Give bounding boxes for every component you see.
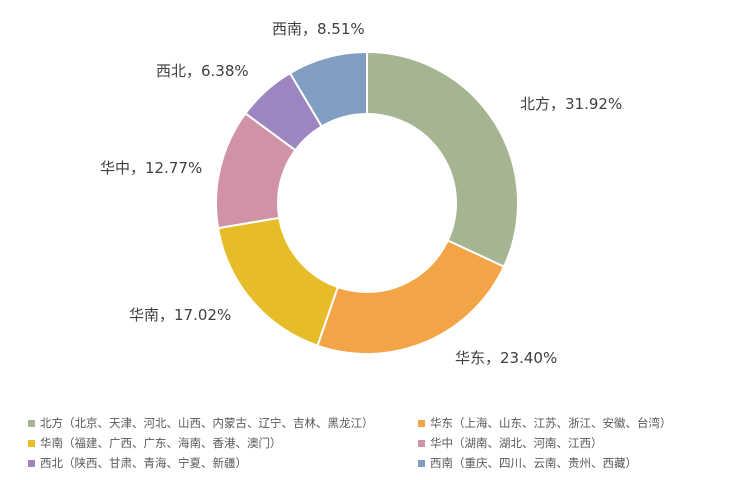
data-label-xibei: 西北，6.38%: [156, 62, 249, 80]
slice-huanan: [216, 216, 340, 347]
data-label-huanan: 华南，17.02%: [129, 306, 231, 324]
legend-swatch-xibei: [28, 460, 35, 467]
data-label-xinan: 西南，8.51%: [272, 20, 365, 38]
slices-layer: [215, 50, 519, 355]
legend-label-huazhong: 华中（湖南、湖北、河南、江西）: [430, 436, 603, 450]
legend-label-xinan: 西南（重庆、四川、云南、贵州、西藏）: [430, 456, 637, 470]
legend: 北方（北京、天津、河北、山西、内蒙古、辽宁、吉林、黑龙江） 华东（上海、山东、江…: [28, 416, 728, 471]
legend-swatch-beifang: [28, 420, 35, 427]
legend-label-huadong: 华东（上海、山东、江苏、浙江、安徽、台湾）: [430, 416, 672, 430]
legend-label-huanan: 华南（福建、广西、广东、海南、香港、澳门）: [40, 436, 282, 450]
legend-item-beifang: 北方（北京、天津、河北、山西、内蒙古、辽宁、吉林、黑龙江）: [28, 416, 408, 431]
legend-swatch-huazhong: [418, 440, 425, 447]
legend-swatch-xinan: [418, 460, 425, 467]
legend-item-huazhong: 华中（湖南、湖北、河南、江西）: [418, 436, 728, 451]
data-label-huadong: 华东，23.40%: [455, 349, 557, 367]
legend-item-xibei: 西北（陕西、甘肃、青海、宁夏、新疆）: [28, 456, 408, 471]
data-label-beifang: 北方，31.92%: [520, 95, 622, 113]
data-labels-layer: 北方，31.92% 华东，23.40% 华南，17.02% 华中，12.77% 西北，6…: [100, 20, 622, 367]
legend-item-huadong: 华东（上海、山东、江苏、浙江、安徽、台湾）: [418, 416, 728, 431]
data-label-huazhong: 华中，12.77%: [100, 159, 202, 177]
legend-label-xibei: 西北（陕西、甘肃、青海、宁夏、新疆）: [40, 456, 247, 470]
slice-xinan: [288, 50, 368, 128]
legend-label-beifang: 北方（北京、天津、河北、山西、内蒙古、辽宁、吉林、黑龙江）: [40, 416, 374, 430]
legend-item-xinan: 西南（重庆、四川、云南、贵州、西藏）: [418, 456, 728, 471]
legend-swatch-huadong: [418, 420, 425, 427]
legend-swatch-huanan: [28, 440, 35, 447]
legend-item-huanan: 华南（福建、广西、广东、海南、香港、澳门）: [28, 436, 408, 451]
slice-beifang: [366, 50, 519, 268]
slice-huadong: [316, 239, 506, 355]
